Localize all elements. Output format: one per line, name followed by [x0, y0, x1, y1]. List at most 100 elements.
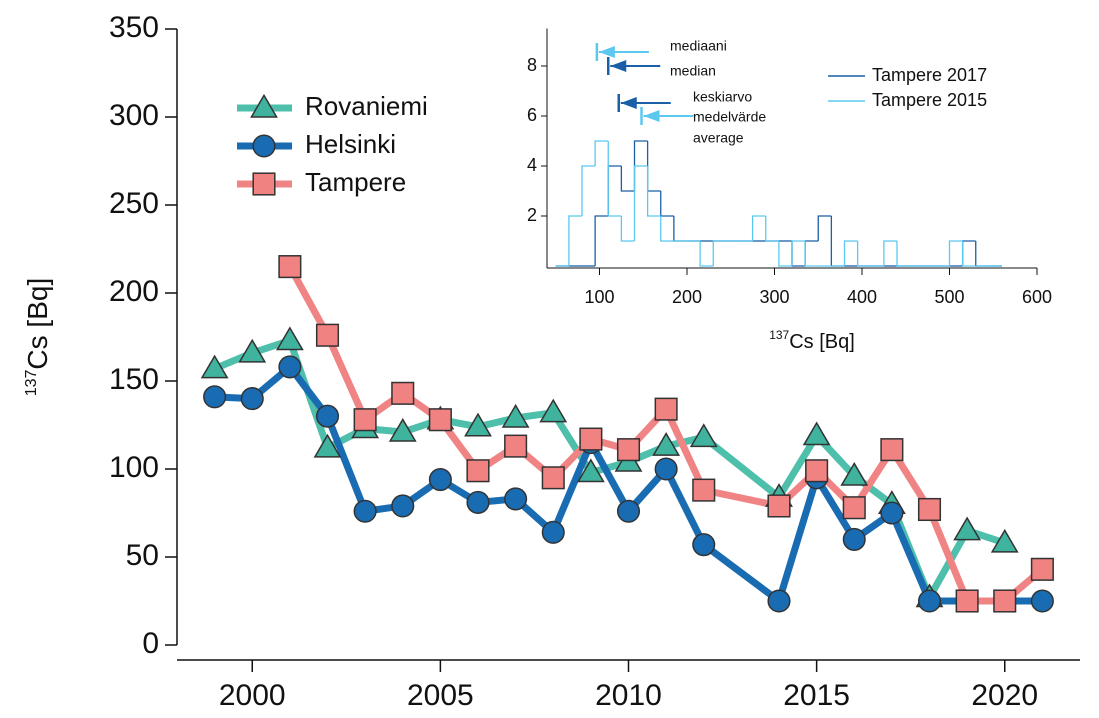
inset-x-axis-label-text: Cs [Bq] [789, 331, 855, 353]
marker-circle [842, 527, 866, 551]
inset-y-tick-label: 6 [527, 105, 537, 125]
marker-square [616, 438, 641, 462]
marker-square [993, 589, 1017, 613]
marker-triangle [990, 528, 1019, 553]
inset-y-tick-label: 8 [527, 55, 537, 75]
y-tick-label: 200 [109, 275, 159, 308]
marker-triangle [953, 516, 982, 541]
marker-triangle [576, 458, 605, 483]
histogram-step [751, 215, 766, 241]
legend-label: Tampere [305, 167, 406, 197]
y-tick-label: 300 [109, 99, 159, 132]
annotation: mediaani [670, 38, 727, 54]
marker-square [1030, 557, 1054, 581]
marker-circle [880, 501, 904, 525]
marker-circle [240, 387, 264, 411]
inset-legend-label: Tampere 2017 [872, 65, 987, 85]
marker-triangle [840, 461, 869, 486]
marker-square [880, 438, 904, 462]
marker-circle [1030, 589, 1054, 613]
stat-arrowhead [610, 60, 627, 72]
legend-label: Helsinki [305, 129, 396, 159]
marker-triangle [388, 417, 417, 442]
marker-circle [917, 589, 942, 613]
marker-circle [616, 499, 641, 523]
histogram-step [791, 240, 806, 266]
marker-square [353, 408, 377, 432]
marker-circle [252, 134, 276, 158]
marker-circle [541, 520, 565, 544]
histogram-step [948, 240, 963, 266]
inset-y-tick-label: 4 [527, 155, 537, 175]
histogram-step [633, 165, 648, 241]
y-tick-label: 350 [109, 11, 159, 44]
histogram-step [804, 240, 819, 266]
marker-circle [466, 490, 490, 514]
y-axis-label: 137Cs [Bq] [22, 278, 53, 397]
x-tick-label: 2020 [971, 679, 1038, 712]
histogram-step [883, 240, 897, 266]
marker-triangle [313, 433, 342, 458]
annotation: median [670, 63, 716, 79]
y-tick-label: 250 [109, 187, 159, 220]
marker-triangle [200, 354, 229, 379]
marker-square [654, 397, 678, 421]
stat-arrowhead [598, 46, 615, 58]
marker-square [278, 255, 302, 279]
marker-triangle [802, 421, 831, 446]
annotation: medelvärde [693, 109, 766, 125]
x-tick-label: 2000 [219, 679, 286, 712]
marker-square [805, 459, 829, 483]
histogram-step [856, 241, 871, 267]
marker-triangle [275, 326, 304, 351]
histogram-step [843, 240, 858, 266]
histogram-step [607, 165, 622, 216]
marker-triangle [464, 412, 492, 437]
marker-circle [767, 589, 791, 613]
histogram-step [804, 241, 819, 267]
marker-circle [353, 499, 377, 523]
histogram-step [607, 141, 622, 217]
histogram-step [620, 216, 635, 242]
histogram-step [699, 241, 714, 267]
inset-y-tick-label: 2 [527, 205, 537, 225]
histogram-step [620, 166, 635, 192]
histogram-step [673, 216, 687, 242]
inset-legend-label: Tampere 2015 [872, 90, 987, 110]
marker-square [466, 459, 490, 483]
marker-circle [692, 533, 716, 557]
marker-triangle [689, 423, 718, 448]
y-tick-label: 50 [126, 539, 159, 572]
y-tick-label: 150 [109, 363, 159, 396]
histogram-step [581, 165, 596, 216]
inset-x-tick-label: 600 [1022, 287, 1052, 307]
marker-circle [428, 468, 452, 492]
annotation: average [693, 130, 744, 146]
stat-arrowhead [620, 97, 637, 109]
inset-x-tick-label: 300 [759, 287, 789, 307]
y-axis-label-sup: 137 [23, 369, 40, 396]
histogram-step [568, 215, 582, 266]
inset-x-tick-label: 500 [934, 287, 964, 307]
marker-square [428, 408, 452, 432]
marker-square [955, 589, 979, 613]
histogram-step [594, 215, 609, 266]
series-line [213, 337, 1006, 601]
marker-triangle [539, 398, 568, 423]
marker-square [917, 497, 942, 522]
marker-circle [504, 487, 528, 511]
marker-square [842, 496, 866, 520]
x-tick-label: 2015 [783, 679, 850, 712]
histogram-step [646, 166, 661, 217]
marker-square [315, 323, 340, 347]
y-tick-label: 100 [109, 451, 159, 484]
inset-x-tick-label: 100 [584, 287, 614, 307]
histogram-step [712, 240, 727, 266]
marker-square [504, 434, 528, 458]
inset-x-tick-label: 400 [847, 287, 877, 307]
y-axis-label-text: Cs [Bq] [22, 278, 53, 370]
x-tick-label: 2005 [407, 679, 474, 712]
marker-circle [391, 494, 415, 518]
marker-square [579, 427, 603, 451]
